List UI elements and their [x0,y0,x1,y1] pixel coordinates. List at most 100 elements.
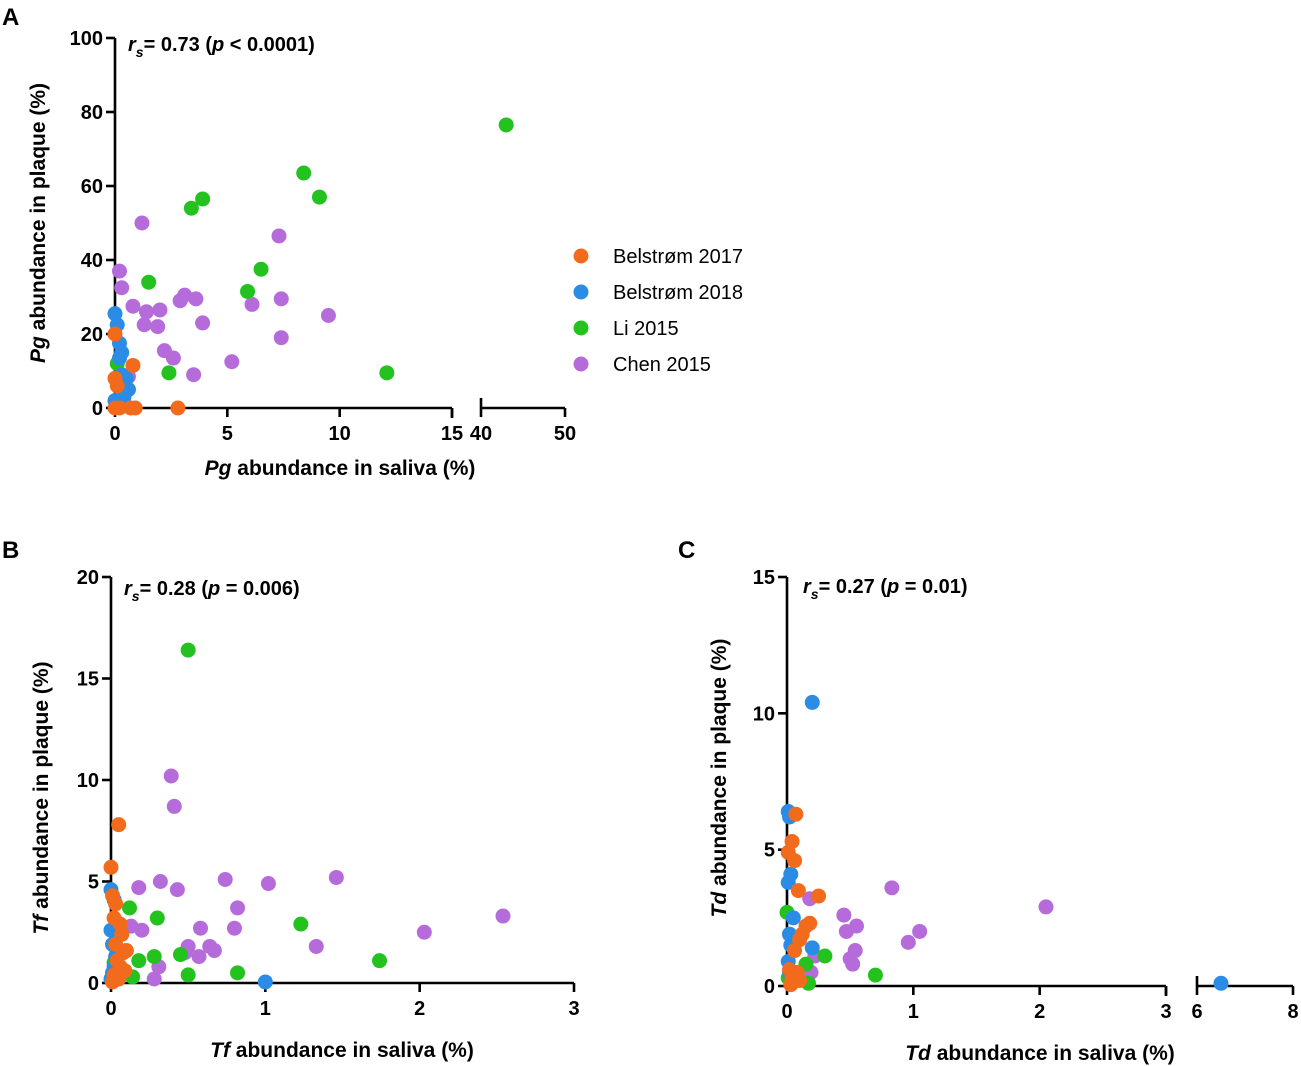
stat-r: r [803,576,812,598]
stat-text: = 0.27 ( [819,576,888,598]
x-tick-label: 6 [1191,1001,1202,1023]
point-chen-2015 [1038,899,1054,915]
point-chen-2015 [416,924,432,940]
y-tick-label: 15 [77,669,99,691]
x-label-text: abundance in saliva (%) [931,1042,1175,1065]
x-tick-label: 0 [109,423,120,445]
legend-label: Belstrøm 2017 [613,246,743,268]
x-label-species: Pg [205,457,232,480]
point-li-2015 [122,900,138,916]
y-tick-label: 80 [81,102,103,124]
y-tick-label: 15 [753,567,775,589]
point-chen-2015 [206,943,222,959]
legend-marker [573,248,589,264]
point-li-2015 [183,200,199,216]
point-chen-2015 [125,298,141,314]
point-belstr-m-2017 [107,326,123,342]
x-tick-label: 40 [470,423,492,445]
x-axis-label: Td abundance in saliva (%) [905,1042,1175,1065]
point-chen-2015 [191,949,207,965]
point-belstr-m-2018 [785,910,801,926]
point-li-2015 [817,948,833,964]
y-tick-label: 10 [753,703,775,725]
point-belstr-m-2018 [804,940,820,956]
point-chen-2015 [230,900,246,916]
point-chen-2015 [114,280,130,296]
legend-label: Chen 2015 [613,354,711,376]
point-chen-2015 [134,922,150,938]
point-chen-2015 [271,228,287,244]
panel-c: C 0 5 10 15 0 1 2 3 6 8 rs= 0.27 (p = 0.01) Td abund… [678,537,1299,1065]
x-axis-label: Tf abundance in saliva (%) [210,1039,474,1062]
point-belstr-m-2017 [790,883,806,899]
point-li-2015 [161,365,177,381]
point-chen-2015 [217,871,233,887]
point-chen-2015 [150,319,166,335]
point-chen-2015 [273,291,289,307]
point-belstr-m-2017 [788,806,804,822]
point-li-2015 [293,916,309,932]
x-label-text: abundance in saliva (%) [231,457,475,480]
stat-text: = 0.006) [220,578,300,600]
point-belstr-m-2018 [1213,975,1229,991]
x-tick-label: 15 [441,423,463,445]
point-li-2015 [195,191,211,207]
y-tick-label: 0 [764,976,775,998]
point-chen-2015 [195,315,211,331]
point-belstr-m-2017 [127,400,143,416]
point-chen-2015 [836,907,852,923]
point-li-2015 [379,365,395,381]
stat-r: r [124,578,133,600]
point-chen-2015 [134,215,150,231]
y-tick-label: 10 [77,770,99,792]
stat-subscript: s [811,586,819,602]
point-chen-2015 [166,798,182,814]
legend-marker [573,284,589,300]
y-axis-label: Pg abundance in plaque (%) [27,83,50,363]
x-tick-label: 0 [105,998,116,1020]
panel-letter: B [2,537,19,564]
x-label-species: Tf [210,1039,232,1062]
point-li-2015 [141,274,157,290]
stat-p: p [886,576,899,598]
point-belstr-m-2017 [109,378,125,394]
point-belstr-m-2018 [107,306,123,322]
point-li-2015 [149,910,165,926]
y-label-species: Td [708,891,731,918]
panel-b: B 0 5 10 15 20 0 1 2 3 rs= 0.28 (p = 0.006) Tf abun… [2,537,580,1062]
point-belstr-m-2017 [787,853,803,869]
stat-r: r [128,34,137,56]
legend-marker [573,320,589,336]
correlation-annotation: rs= 0.27 (p = 0.01) [803,576,968,602]
x-tick-label: 2 [414,998,425,1020]
point-belstr-m-2017 [111,400,127,416]
stat-text: = 0.01) [899,576,967,598]
y-tick-label: 20 [77,567,99,589]
stat-p: p [207,578,220,600]
point-belstr-m-2017 [111,817,127,833]
point-chen-2015 [193,920,209,936]
y-tick-label: 5 [88,872,99,894]
point-chen-2015 [186,367,202,383]
point-chen-2015 [169,882,185,898]
point-belstr-m-2017 [103,859,119,875]
point-chen-2015 [224,354,240,370]
point-li-2015 [172,947,188,963]
point-chen-2015 [884,880,900,896]
stat-p: p [211,34,224,56]
x-tick-label: 10 [329,423,351,445]
point-li-2015 [296,165,312,181]
point-belstr-m-2018 [111,350,127,366]
stat-text: < 0.0001) [224,34,315,56]
x-tick-label: 3 [1160,1001,1171,1023]
stat-text: = 0.28 ( [140,578,209,600]
point-chen-2015 [260,876,276,892]
x-tick-label: 2 [1034,1001,1045,1023]
point-belstr-m-2017 [118,943,134,959]
x-tick-label: 1 [908,1001,919,1023]
y-tick-label: 0 [92,398,103,420]
legend-label: Li 2015 [613,318,679,340]
point-belstr-m-2018 [257,974,273,990]
point-li-2015 [230,965,246,981]
